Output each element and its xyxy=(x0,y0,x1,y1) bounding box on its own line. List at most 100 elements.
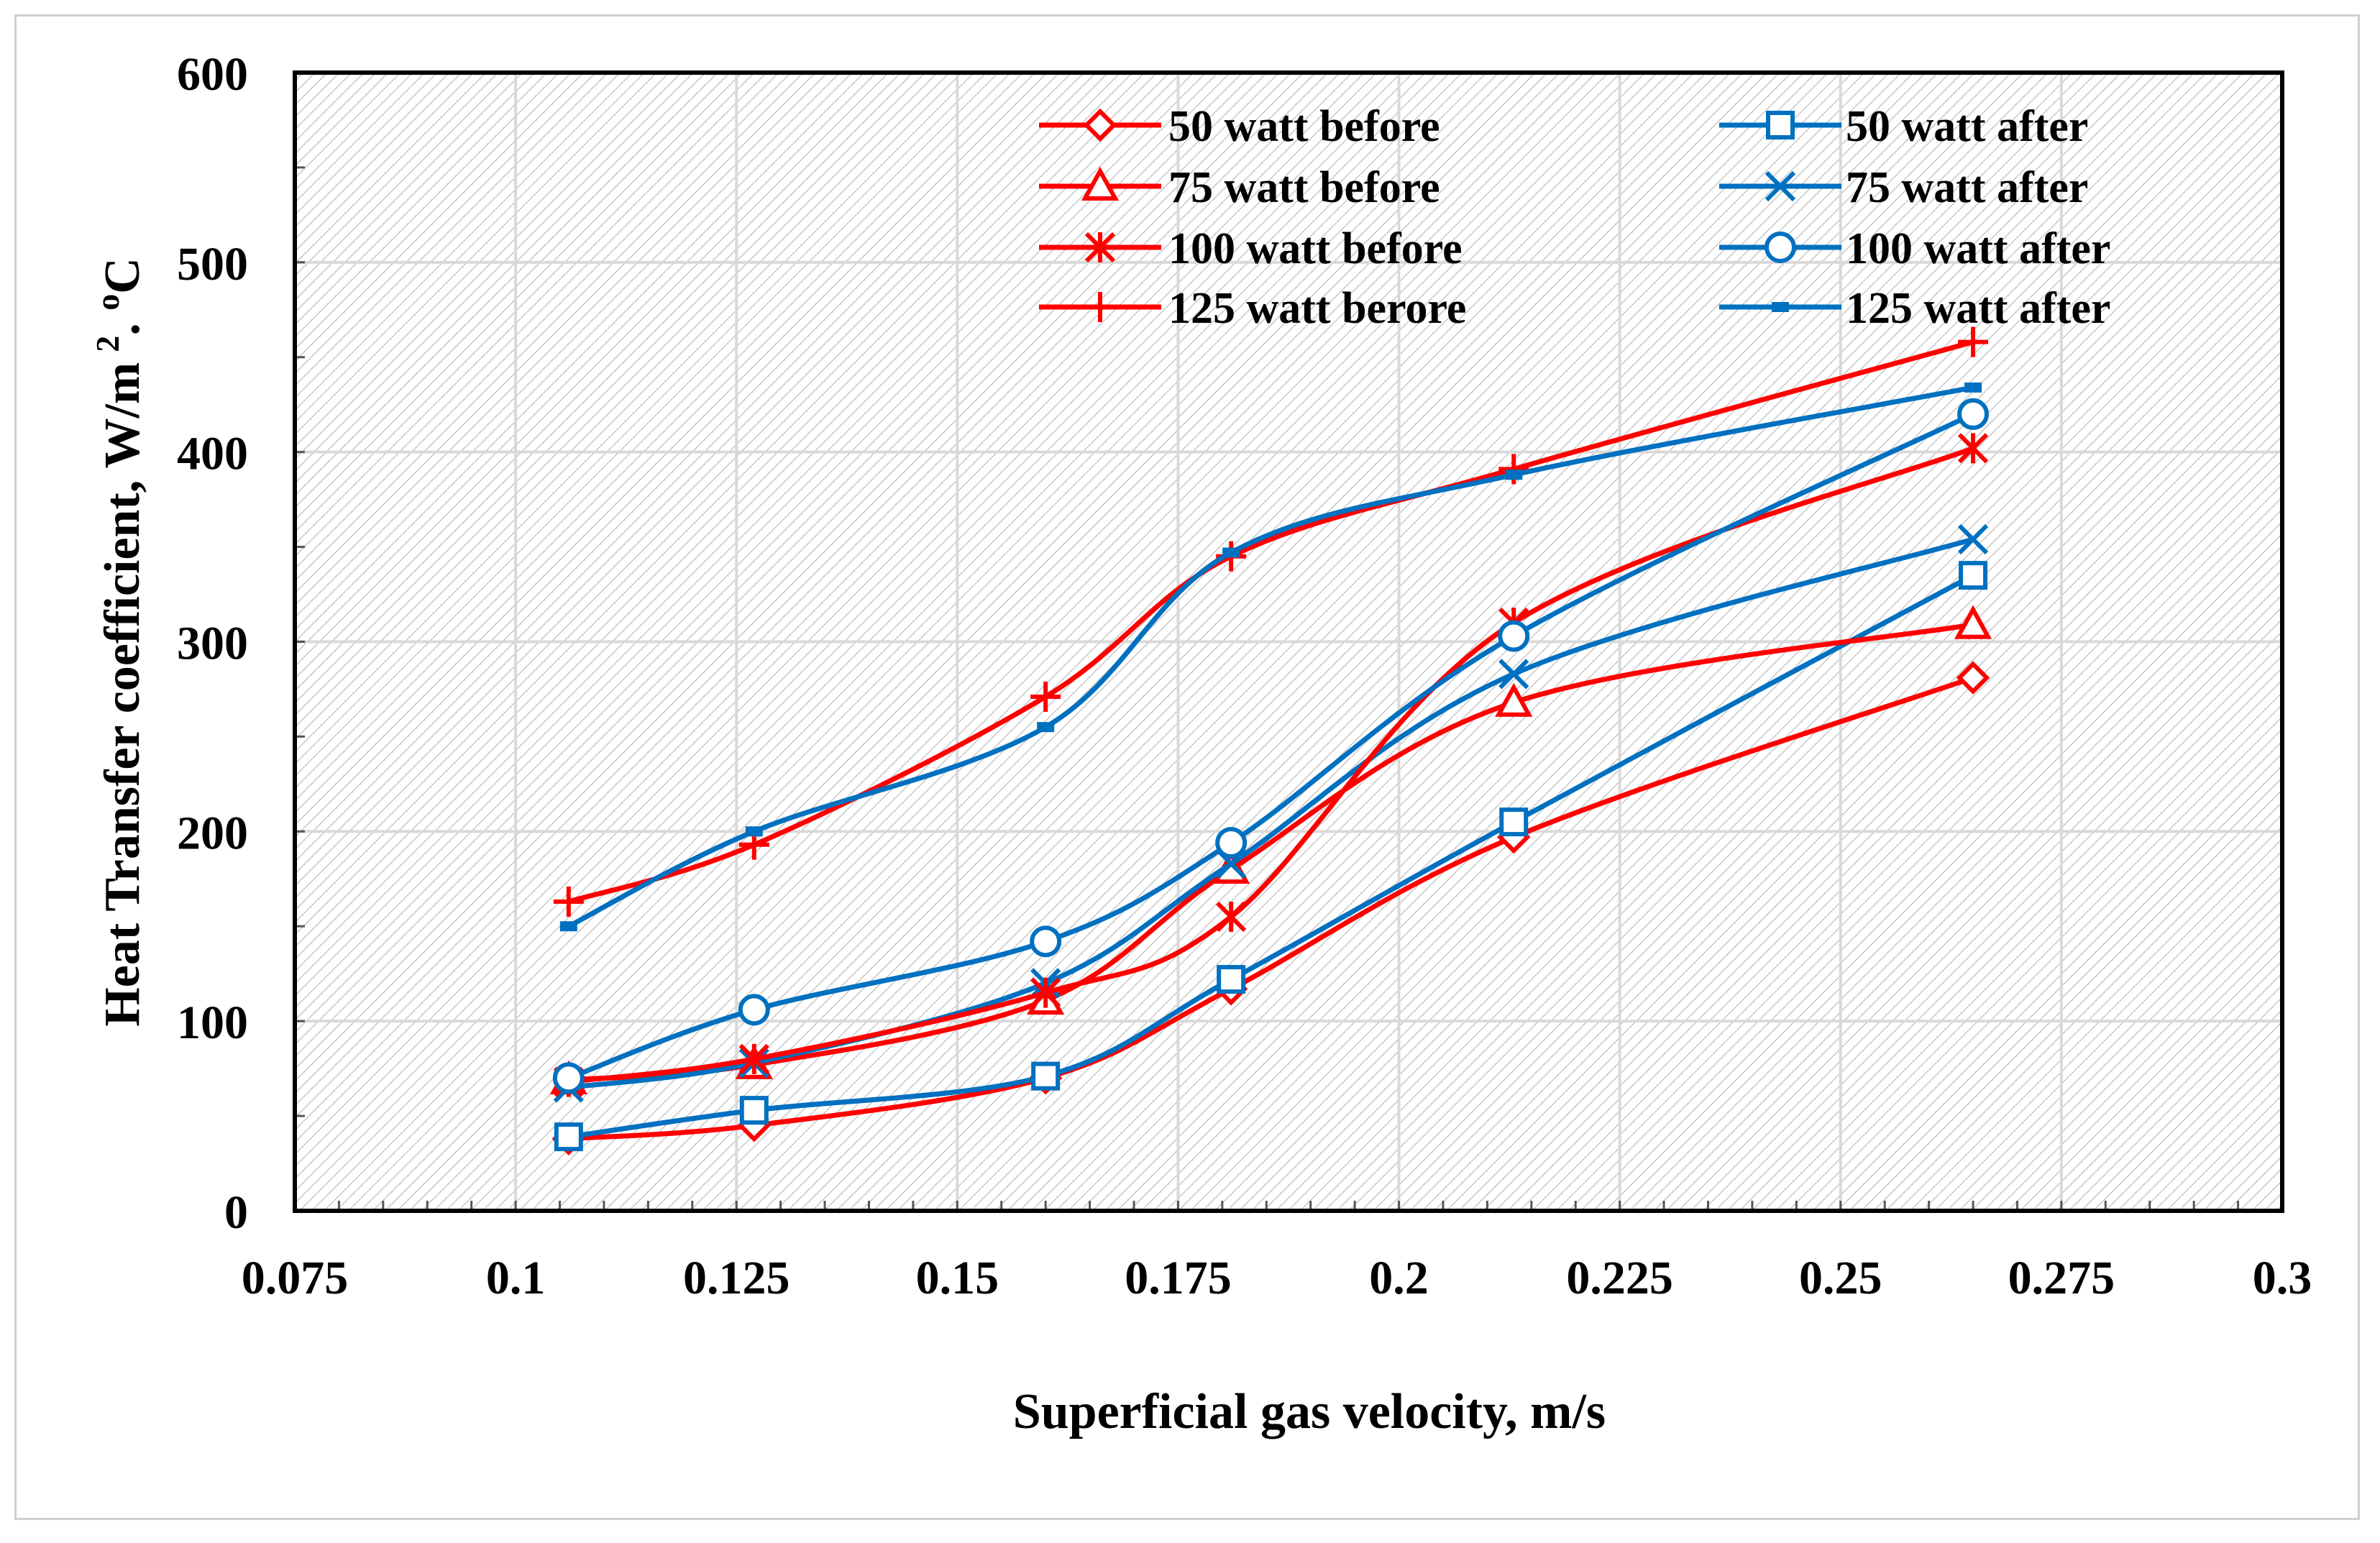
x-tick-labels: 0.075 0.1 0.125 0.15 0.175 0.2 0.225 0.25 0.275 0… xyxy=(242,1252,2312,1304)
x-tick-label: 0.1 xyxy=(486,1252,546,1304)
data-point xyxy=(1958,326,1989,357)
legend-label: 100 watt before xyxy=(1168,224,1463,273)
data-point xyxy=(1498,620,1530,652)
legend-item-125-watt-berore: 125 watt berore xyxy=(1039,284,1466,333)
x-tick-label: 0.275 xyxy=(2008,1252,2115,1304)
x-tick-label: 0.175 xyxy=(1125,1252,1232,1304)
legend-marker xyxy=(1083,108,1117,142)
legend-marker xyxy=(1084,232,1116,263)
legend-item-50-watt-after: 50 watt after xyxy=(1719,102,2088,151)
marker-shape xyxy=(1765,232,1796,263)
marker-shape xyxy=(1030,925,1062,958)
data-point xyxy=(1216,901,1247,933)
data-point xyxy=(1031,1061,1061,1091)
marker-shape xyxy=(1772,302,1789,312)
legend-marker xyxy=(1765,232,1796,263)
legend-label: 100 watt after xyxy=(1846,224,2110,273)
data-point xyxy=(1037,722,1055,733)
marker-shape xyxy=(738,994,770,1026)
x-tick-label: 0.225 xyxy=(1566,1252,1673,1304)
data-point xyxy=(738,994,770,1026)
chart: 0.075 0.1 0.125 0.15 0.175 0.2 0.225 0.25 0.275 0… xyxy=(89,48,2312,1439)
data-point xyxy=(738,1043,769,1075)
marker-shape xyxy=(1495,682,1533,717)
legend-label: 50 watt after xyxy=(1846,102,2088,151)
marker-shape xyxy=(1222,547,1240,558)
data-point xyxy=(1498,659,1529,690)
marker-shape xyxy=(1217,965,1246,994)
data-point xyxy=(1964,382,1982,393)
data-point xyxy=(1957,433,1989,464)
y-axis-label-unit: C xyxy=(95,257,150,294)
legend-marker xyxy=(1085,292,1115,322)
y-tick-label: 600 xyxy=(177,48,248,101)
y-tick-label: 400 xyxy=(177,428,248,480)
legend-item-50-watt-before: 50 watt before xyxy=(1039,102,1440,151)
x-tick-label: 0.3 xyxy=(2253,1252,2312,1304)
data-point xyxy=(553,886,584,917)
data-point xyxy=(552,1062,585,1094)
series-125-watt-after xyxy=(559,382,1982,932)
legend-label: 125 watt after xyxy=(1846,284,2110,333)
marker-shape xyxy=(1215,827,1248,859)
marker-shape xyxy=(1031,1061,1061,1091)
legend-label: 125 watt berore xyxy=(1168,284,1466,333)
legend-label: 75 watt after xyxy=(1846,163,2088,212)
marker-shape xyxy=(1499,807,1529,837)
y-tick-label: 200 xyxy=(177,807,248,859)
marker-stroke xyxy=(1957,523,1989,555)
legend-marker xyxy=(1772,302,1789,312)
marker-shape xyxy=(1037,722,1055,733)
data-point xyxy=(1957,398,1990,430)
data-point xyxy=(1215,827,1248,859)
marker-shape xyxy=(1505,470,1523,480)
y-axis-label-unit-sup: o xyxy=(89,294,126,311)
data-point xyxy=(1954,605,1992,639)
data-point xyxy=(1505,470,1523,480)
marker-shape xyxy=(739,1096,769,1125)
data-point xyxy=(1217,965,1246,994)
y-axis-label: Heat Transfer coefficient, W/m 2. oC xyxy=(89,257,150,1027)
legend-marker xyxy=(1766,111,1795,139)
marker-shape xyxy=(1083,108,1117,142)
x-tick-label: 0.15 xyxy=(916,1252,999,1304)
series-50-watt-after xyxy=(554,561,1988,1152)
data-point xyxy=(1499,807,1529,837)
x-axis-label: Superficial gas velocity, m/s xyxy=(1013,1384,1606,1439)
y-tick-labels: 0 100 200 300 400 500 600 xyxy=(177,48,248,1239)
y-tick-label: 0 xyxy=(224,1186,248,1239)
marker-shape xyxy=(1964,382,1982,393)
marker-shape xyxy=(1954,605,1992,639)
data-point xyxy=(1959,561,1988,590)
marker-shape xyxy=(559,921,577,932)
legend-marker xyxy=(1081,166,1120,201)
marker-shape xyxy=(745,826,763,837)
marker-shape xyxy=(1956,661,1990,695)
plot-border xyxy=(293,70,2284,1213)
x-tick-label: 0.125 xyxy=(683,1252,790,1304)
data-point xyxy=(554,1122,583,1152)
legend-marker xyxy=(1765,170,1796,202)
x-tick-label: 0.075 xyxy=(242,1252,349,1304)
legend: 50 watt before 75 watt before 100 watt bef… xyxy=(1039,102,2110,333)
legend-label: 75 watt before xyxy=(1168,163,1440,212)
marker-shape xyxy=(1498,620,1530,652)
data-point xyxy=(1495,682,1533,717)
marker-stroke xyxy=(1765,170,1796,202)
data-point xyxy=(1956,661,1990,695)
legend-item-100-watt-after: 100 watt after xyxy=(1719,224,2110,273)
y-axis-label-tail: . xyxy=(95,311,150,336)
x-tick-label: 0.2 xyxy=(1369,1252,1429,1304)
x-tick-label: 0.25 xyxy=(1799,1252,1882,1304)
legend-item-75-watt-after: 75 watt after xyxy=(1719,163,2088,212)
legend-item-100-watt-before: 100 watt before xyxy=(1039,224,1463,273)
marker-shape xyxy=(1766,111,1795,139)
y-axis-label-main: Heat Transfer coefficient, W/m xyxy=(95,362,150,1027)
data-point xyxy=(745,826,763,837)
chart-frame: 0.075 0.1 0.125 0.15 0.175 0.2 0.225 0.25 0.275 0… xyxy=(14,14,2360,1520)
data-point xyxy=(1957,523,1989,555)
y-tick-label: 100 xyxy=(177,997,248,1049)
legend-label: 50 watt before xyxy=(1168,102,1440,151)
marker-shape xyxy=(1959,561,1988,590)
marker-shape xyxy=(1957,398,1990,430)
